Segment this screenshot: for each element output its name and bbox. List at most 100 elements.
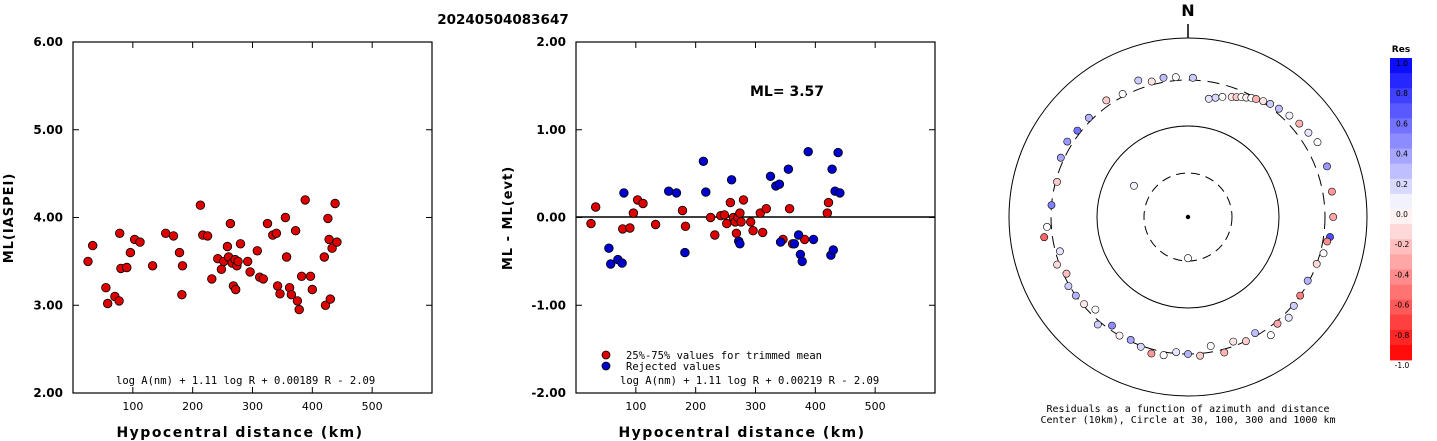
data-point — [202, 231, 213, 241]
residual-point — [1295, 119, 1304, 128]
colorbar-cell — [1390, 58, 1412, 74]
data-point — [701, 187, 711, 197]
residual-point — [1136, 342, 1145, 351]
data-point — [833, 147, 843, 158]
data-point — [147, 261, 158, 271]
colorbar-label: 0.2 — [1396, 180, 1408, 189]
colorbar-cell — [1390, 163, 1412, 180]
y-tick-label: 3.00 — [33, 298, 63, 312]
residual-point — [1091, 305, 1100, 314]
residual-point — [1204, 94, 1213, 103]
data-point — [725, 197, 736, 208]
magnitude-residual-chart: -2.00 -1.00 0.00 1.00 2.00 100 200 300 400 500 M… — [501, 35, 936, 441]
data-point — [195, 200, 206, 210]
formula-annotation: log A(nm) + 1.11 log R + 0.00219 R - 2.0… — [620, 375, 879, 387]
colorbar-label: 0.0 — [1396, 210, 1408, 219]
colorbar-label: -0.4 — [1395, 270, 1410, 279]
residual-point — [1229, 337, 1238, 346]
colorbar-cell — [1390, 314, 1412, 331]
residual-point — [1043, 222, 1051, 231]
residual-point — [1063, 137, 1072, 146]
data-point — [160, 228, 171, 239]
ml-value-label: ML= 3.57 — [750, 84, 824, 100]
data-point — [680, 247, 690, 258]
legend-marker-trimmed — [601, 350, 611, 360]
y-tick-label: 0.00 — [536, 211, 566, 225]
data-point — [233, 256, 243, 267]
residual-point — [1047, 201, 1056, 209]
y-tick-label: 1.00 — [536, 123, 566, 137]
data-point — [222, 241, 233, 252]
azimuth-distance-residual-map: N Residuals as a function of azimuth and… — [1008, 1, 1368, 426]
data-point — [783, 164, 794, 174]
data-point — [320, 300, 331, 311]
residual-point — [1251, 329, 1259, 337]
x-tick-label: 500 — [865, 400, 886, 413]
residual-point — [1313, 138, 1322, 147]
data-point — [305, 271, 316, 282]
data-point — [280, 212, 291, 223]
residual-point — [1130, 181, 1138, 190]
residual-point — [1312, 259, 1321, 268]
residual-point — [1147, 349, 1156, 358]
colorbar-label: 1.0 — [1396, 59, 1408, 68]
data-point — [216, 264, 227, 275]
data-point — [323, 213, 333, 224]
data-point — [252, 246, 262, 256]
colorbar-label: -1.0 — [1395, 361, 1410, 370]
data-point — [324, 234, 334, 245]
residual-point — [1196, 351, 1204, 360]
data-point — [125, 247, 136, 258]
north-label: N — [1181, 1, 1194, 20]
data-point — [307, 284, 318, 295]
colorbar-cell — [1390, 329, 1412, 346]
data-point — [736, 217, 746, 227]
data-point — [705, 212, 716, 223]
colorbar-cell — [1390, 193, 1412, 210]
data-point — [122, 262, 132, 273]
colorbar-label: 0.4 — [1396, 150, 1408, 159]
data-point — [735, 208, 745, 218]
residual-point — [1062, 269, 1071, 278]
residual-point — [1171, 73, 1180, 82]
x-tick-label: 300 — [242, 400, 263, 413]
colorbar-cell — [1390, 209, 1412, 225]
residual-point — [1056, 153, 1065, 162]
x-tick-label: 400 — [805, 400, 826, 413]
colorbar-cell — [1390, 269, 1412, 285]
residual-point — [1328, 187, 1336, 196]
residual-point — [1073, 126, 1082, 135]
data-point — [87, 240, 98, 251]
data-point — [789, 239, 800, 249]
residual-point — [1108, 321, 1116, 330]
data-point — [102, 298, 113, 309]
data-point — [625, 223, 635, 233]
residual-point — [1323, 237, 1332, 246]
data-point — [135, 237, 145, 247]
residual-point — [1071, 291, 1080, 300]
caption-line-2: Center (10km), Circle at 30, 100, 300 an… — [1040, 415, 1335, 426]
residual-point — [1093, 320, 1102, 329]
residual-point — [1296, 291, 1305, 300]
y-tick-labels: 2.00 3.00 4.00 5.00 6.00 — [33, 35, 432, 400]
residual-points — [1040, 73, 1338, 360]
data-point — [835, 188, 845, 198]
residual-point — [1056, 247, 1064, 256]
data-point — [235, 239, 246, 249]
colorbar-cell — [1390, 88, 1412, 104]
legend-marker-rejected — [601, 361, 611, 371]
colorbar-cell — [1390, 118, 1412, 134]
data-point — [746, 217, 756, 227]
x-tick-labels: 100 200 300 400 500 — [625, 42, 886, 413]
y-tick-label: 2.00 — [33, 386, 63, 400]
data-point — [606, 259, 616, 269]
data-point — [225, 218, 236, 229]
y-axis-label: ML - ML(evt) — [501, 166, 516, 270]
colorbar-cell — [1390, 178, 1412, 195]
data-point — [664, 186, 674, 196]
residual-point — [1266, 100, 1275, 108]
colorbar-cell — [1390, 239, 1412, 255]
data-point — [332, 237, 342, 247]
data-point — [319, 252, 330, 262]
